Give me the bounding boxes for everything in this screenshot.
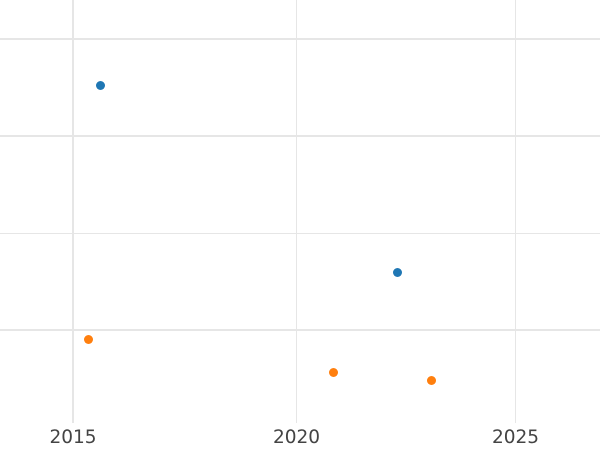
blue-series-point <box>95 80 105 90</box>
x-axis-tick-label: 2015 <box>49 427 97 448</box>
blue-series-point <box>392 267 402 277</box>
horizontal-gridline <box>0 135 600 137</box>
orange-series-point <box>328 367 338 377</box>
vertical-gridline <box>72 0 74 423</box>
x-axis-tick-label: 2025 <box>491 427 540 448</box>
vertical-gridline <box>295 0 298 423</box>
orange-series-point <box>83 334 93 344</box>
vertical-gridline <box>514 0 517 423</box>
horizontal-gridline <box>0 329 600 331</box>
horizontal-gridline <box>0 232 600 235</box>
horizontal-gridline <box>0 38 600 40</box>
orange-series-point <box>426 375 436 385</box>
x-axis-tick-label: 2020 <box>272 427 321 448</box>
